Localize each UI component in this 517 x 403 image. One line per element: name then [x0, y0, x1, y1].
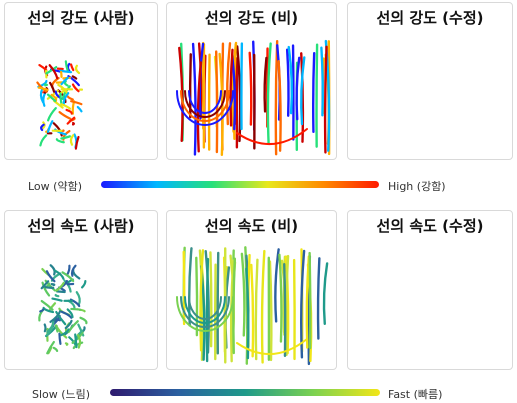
legend-fast-label: Fast (빠름): [388, 386, 442, 402]
human-speed-stroke: [54, 348, 57, 351]
human-speed-stroke: [56, 295, 59, 296]
human-intensity-strokes: [5, 3, 158, 160]
human-intensity-stroke: [67, 96, 73, 100]
human-intensity-stroke: [41, 89, 43, 102]
human-intensity-stroke: [61, 136, 69, 138]
human-intensity-stroke: [43, 93, 45, 106]
rain-speed-stroke: [207, 259, 208, 361]
panel-title: 선의 강도 (수정): [348, 9, 512, 27]
rain-intensity-stroke: [276, 41, 277, 154]
rain-intensity-strokes: [167, 3, 337, 160]
rain-intensity-stroke: [193, 44, 195, 154]
human-intensity-stroke: [66, 61, 68, 71]
rain-intensity-stroke: [250, 53, 252, 125]
rain-speed-stroke: [242, 254, 245, 336]
human-speed-stroke: [82, 281, 85, 287]
rain-speed-stroke: [275, 249, 278, 321]
human-speed-stroke: [52, 284, 55, 285]
human-intensity-stroke: [48, 121, 52, 132]
intensity-colorbar: [101, 181, 379, 188]
intensity-rain-panel: 선의 강도 (비): [166, 2, 337, 160]
human-intensity-stroke: [78, 107, 82, 111]
rain-speed-stroke: [324, 263, 327, 323]
human-intensity-stroke: [73, 85, 79, 92]
legend-high-label: High (강함): [388, 178, 446, 194]
human-intensity-stroke: [71, 64, 73, 70]
human-intensity-stroke: [67, 110, 72, 114]
rain-speed-stroke: [279, 255, 281, 342]
speed-colorbar: [110, 389, 380, 396]
human-intensity-stroke: [48, 108, 56, 120]
rain-speed-stroke: [196, 258, 197, 335]
human-speed-stroke: [45, 287, 53, 288]
human-speed-stroke: [66, 343, 67, 344]
rain-intensity-stroke: [325, 47, 326, 153]
intensity-crystal-panel: 선의 강도 (수정): [347, 2, 513, 160]
human-speed-stroke: [71, 309, 80, 310]
rain-speed-stroke: [270, 262, 271, 360]
human-speed-stroke: [57, 291, 65, 292]
rain-intensity-stroke: [313, 53, 314, 132]
human-speed-stroke: [73, 269, 79, 278]
human-intensity-stroke: [73, 76, 76, 78]
rain-intensity-stroke: [287, 50, 288, 116]
intensity-human-panel: 선의 강도 (사람): [4, 2, 158, 160]
rain-speed-stroke: [256, 260, 258, 359]
rain-speed-stroke: [251, 265, 253, 356]
human-speed-stroke: [45, 325, 46, 332]
human-intensity-stroke: [73, 101, 74, 113]
speed-crystal-panel: 선의 속도 (수정): [347, 210, 513, 370]
human-speed-stroke: [52, 299, 61, 301]
rain-speed-strokes: [167, 211, 337, 370]
rain-speed-stroke: [233, 259, 234, 353]
rain-speed-stroke: [284, 264, 285, 356]
human-speed-stroke: [80, 318, 86, 323]
panel-title: 선의 속도 (수정): [348, 217, 512, 235]
human-intensity-stroke: [65, 81, 68, 85]
human-intensity-stroke: [40, 135, 46, 145]
human-intensity-stroke: [45, 85, 47, 86]
speed-rain-panel: 선의 속도 (비): [166, 210, 337, 370]
human-speed-stroke: [67, 266, 69, 275]
human-intensity-stroke: [71, 135, 73, 144]
human-speed-stroke: [78, 335, 80, 347]
human-speed-stroke: [75, 335, 76, 347]
human-intensity-stroke: [76, 66, 79, 73]
human-intensity-stroke: [61, 94, 62, 105]
rain-speed-stroke: [294, 260, 295, 359]
human-speed-strokes: [5, 211, 158, 370]
rain-intensity-stroke: [317, 45, 318, 147]
human-speed-stroke: [47, 271, 55, 281]
legend-low-label: Low (약함): [28, 178, 82, 194]
rain-speed-stroke: [210, 252, 211, 346]
legend-slow-label: Slow (느림): [32, 386, 90, 402]
speed-human-panel: 선의 속도 (사람): [4, 210, 158, 370]
rain-speed-stroke: [262, 251, 264, 362]
rain-speed-stroke: [310, 253, 311, 348]
rain-intensity-stroke: [216, 52, 217, 152]
human-intensity-stroke: [60, 112, 71, 119]
human-speed-stroke: [40, 309, 43, 311]
intensity-legend: Low (약함) High (강함): [0, 175, 517, 195]
rain-intensity-stroke: [321, 48, 322, 116]
human-speed-stroke: [56, 326, 57, 331]
rain-speed-stroke: [218, 253, 219, 353]
speed-legend: Slow (느림) Fast (빠름): [0, 383, 517, 403]
rain-speed-stroke: [318, 258, 319, 338]
human-intensity-stroke: [73, 123, 74, 124]
